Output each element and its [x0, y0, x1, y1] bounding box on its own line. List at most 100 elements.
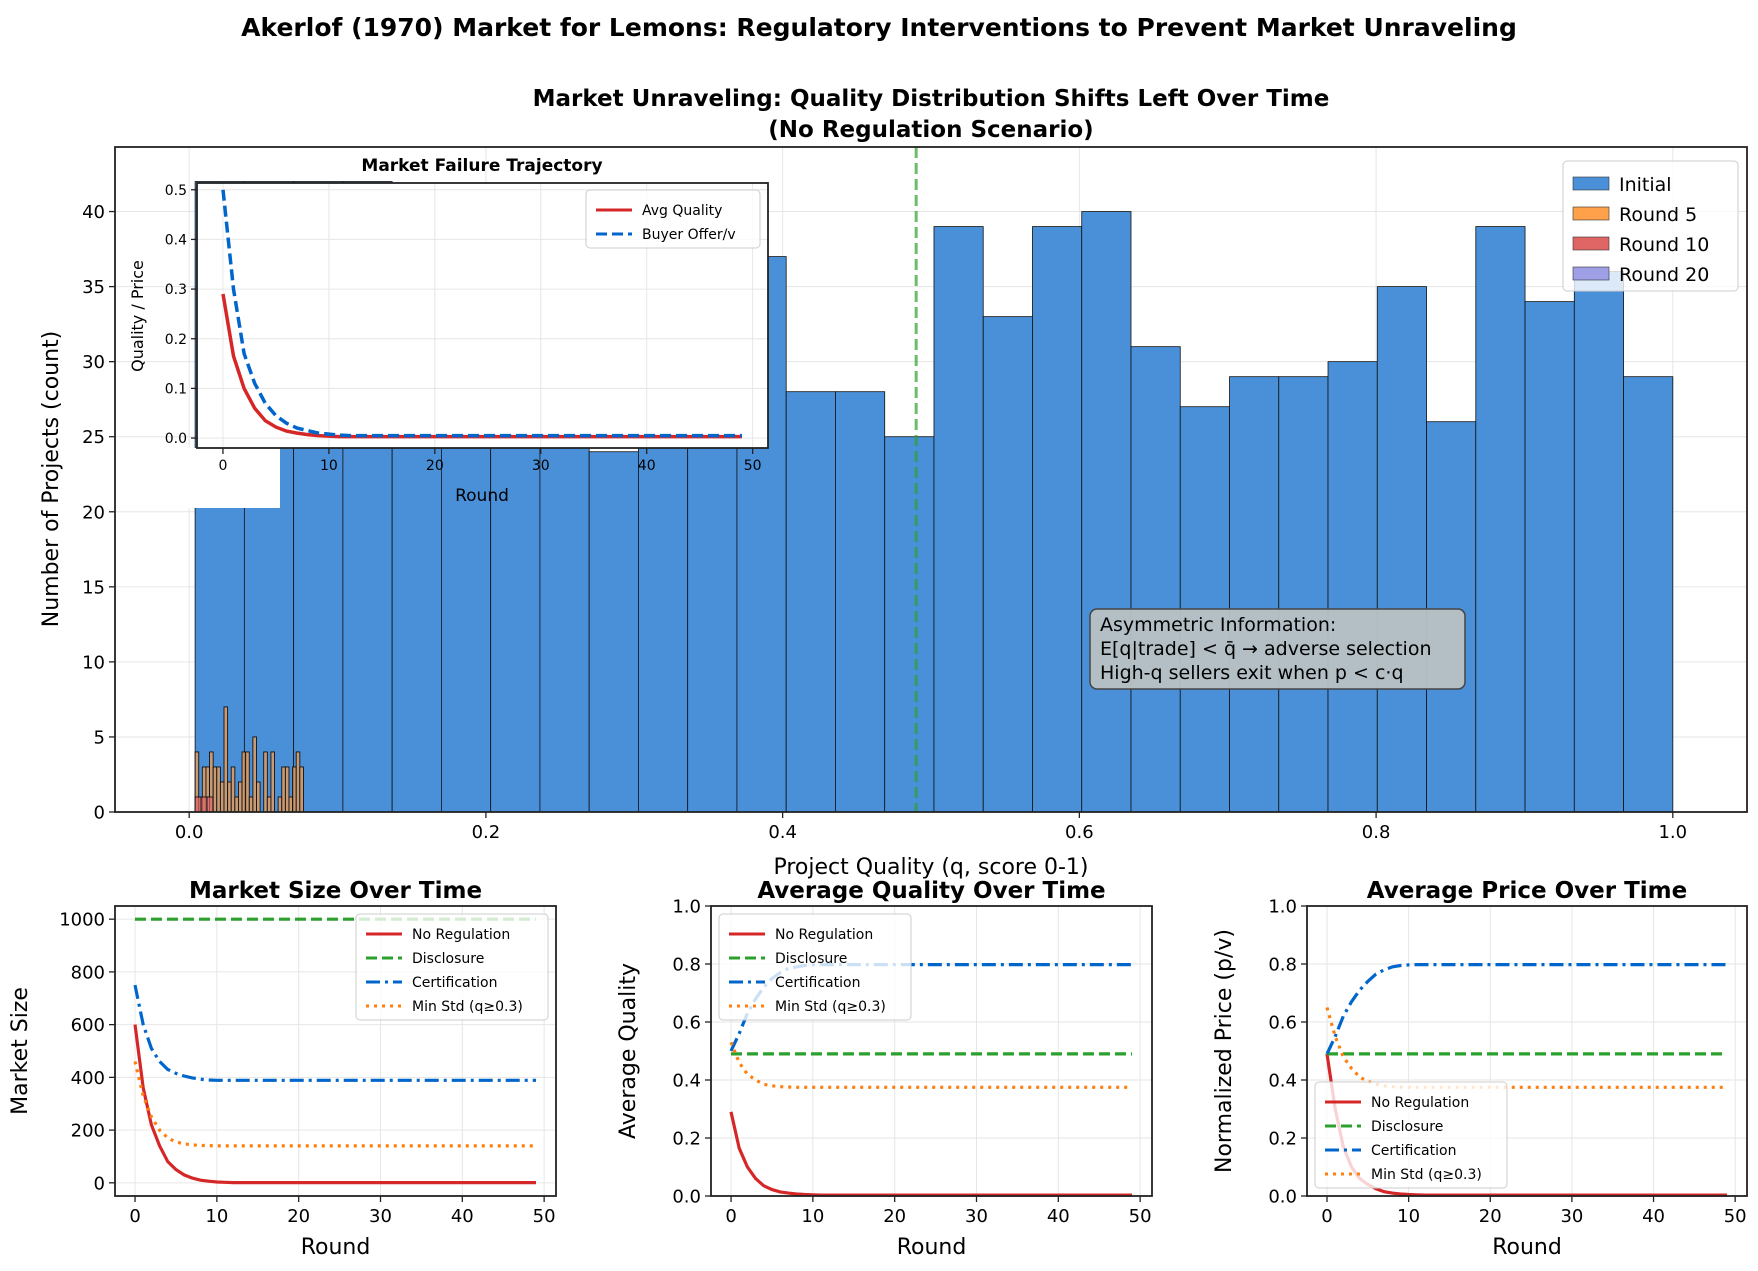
- y-tick-label: 0.6: [1268, 1012, 1297, 1033]
- annotation-box: [1089, 608, 1466, 690]
- histogram-bar-initial: [835, 391, 886, 813]
- legend-label: Disclosure: [775, 951, 847, 967]
- annotation-line: Asymmetric Information:: [1100, 614, 1336, 636]
- legend-label: Round 20: [1619, 264, 1709, 286]
- histogram-bar-round-5: [288, 796, 294, 813]
- series-line-buyer-offer-v: [221, 189, 742, 438]
- histogram-bar-initial: [1376, 286, 1427, 813]
- x-tick-label: 10: [205, 1206, 228, 1227]
- y-tick-label: 0.4: [1268, 1070, 1297, 1091]
- x-tick-label: 10: [1397, 1206, 1420, 1227]
- x-tick-label: 50: [1129, 1206, 1152, 1227]
- x-tick-label: 50: [533, 1206, 556, 1227]
- histogram-bar-round-5: [223, 706, 229, 813]
- legend-label: No Regulation: [1371, 1095, 1469, 1111]
- y-axis-label: Number of Projects (count): [39, 331, 64, 628]
- axes-frame: [114, 905, 557, 1197]
- legend-box: [1562, 160, 1739, 292]
- x-axis-label: Round: [301, 1235, 371, 1260]
- x-tick-label: 40: [451, 1206, 474, 1227]
- y-tick-label: 5: [94, 727, 105, 748]
- histogram-bar-round-5: [295, 751, 301, 813]
- legend-box: [1314, 1081, 1508, 1189]
- inset-trajectory-panel: 0 10 20 30 40 50 0.0 0.1 0.2 0.3 0.4 0.5 Market Fail…: [128, 156, 769, 508]
- y-axis-label: Normalized Price (p/v): [1212, 929, 1237, 1173]
- panel-title: Average Quality Over Time: [757, 878, 1105, 904]
- histogram-bar-round-5: [241, 751, 247, 813]
- histogram-bar-round-5: [248, 796, 254, 813]
- y-tick-label: 35: [82, 277, 105, 298]
- x-tick-label: 0: [129, 1206, 140, 1227]
- histogram-bar-round-5: [284, 766, 290, 813]
- legend-label: Disclosure: [412, 951, 484, 967]
- histogram-bar-initial: [1524, 301, 1575, 813]
- histogram-bar-initial: [1475, 226, 1526, 813]
- histogram-bar-round-5: [292, 766, 297, 813]
- series-line-avg-quality: [221, 293, 742, 439]
- x-tick-label: 40: [1642, 1206, 1665, 1227]
- annotation-line: High-q sellers exit when p < c·q: [1100, 662, 1404, 684]
- x-tick-label: 20: [426, 458, 444, 474]
- market-size-panel: 0 10 20 30 40 50 0 200 400 600 800 1000 Market Size …: [8, 878, 557, 1260]
- annotation-line: E[q|trade] < q̄ → adverse selection: [1100, 638, 1431, 660]
- y-tick-label: 30: [82, 352, 105, 373]
- axes-frame: [196, 182, 769, 449]
- y-tick-label: 0.2: [672, 1128, 701, 1149]
- average-quality-panel: 0 10 20 30 40 50 0.0 0.2 0.4 0.6 0.8 1.0 Average Qua…: [616, 878, 1153, 1260]
- histogram-bar-round-5: [281, 766, 286, 813]
- y-tick-label: 600: [71, 1015, 105, 1036]
- y-tick-label: 0.3: [165, 282, 187, 298]
- legend-label: Avg Quality: [642, 203, 722, 219]
- histogram-bar-round-5: [216, 766, 221, 813]
- x-tick-label: 20: [287, 1206, 310, 1227]
- legend-label: Initial: [1619, 174, 1672, 196]
- legend-box: [355, 913, 549, 1021]
- y-tick-label: 0.5: [165, 183, 187, 199]
- legend-swatch: [1572, 176, 1610, 191]
- y-tick-label: 0.4: [672, 1070, 701, 1091]
- y-tick-label: 200: [71, 1121, 105, 1142]
- x-tick-label: 40: [638, 458, 656, 474]
- legend-swatch: [1572, 206, 1610, 221]
- histogram-bar-round-5: [266, 796, 272, 813]
- histogram-bar-round-5: [219, 781, 225, 813]
- y-tick-label: 0.0: [672, 1186, 701, 1207]
- y-tick-label: 0.8: [672, 954, 701, 975]
- y-tick-label: 20: [82, 502, 105, 523]
- y-tick-label: 1.0: [1268, 896, 1297, 917]
- x-tick-label: 0.4: [768, 822, 797, 843]
- legend-label: Certification: [1371, 1143, 1456, 1159]
- histogram-bar-initial: [1081, 211, 1132, 813]
- histogram-bar-initial: [785, 391, 836, 813]
- x-tick-label: 20: [1479, 1206, 1502, 1227]
- x-tick-label: 30: [1560, 1206, 1583, 1227]
- legend-label: No Regulation: [412, 927, 510, 943]
- x-axis-label: Project Quality (q, score 0-1): [773, 855, 1088, 880]
- y-tick-label: 10: [82, 652, 105, 673]
- legend-label: No Regulation: [775, 927, 873, 943]
- main-title-line1: Market Unraveling: Quality Distribution …: [533, 86, 1330, 112]
- axes-frame: [710, 905, 1153, 1197]
- suptitle: Akerlof (1970) Market for Lemons: Regula…: [241, 13, 1517, 42]
- panel-title: Market Size Over Time: [189, 878, 482, 904]
- y-tick-label: 0.8: [1268, 954, 1297, 975]
- legend-swatch: [1572, 266, 1610, 281]
- histogram-bar-initial: [884, 436, 935, 813]
- axes-frame: [114, 146, 1748, 813]
- series-line-no-regulation: [133, 1024, 536, 1185]
- y-tick-label: 1000: [59, 910, 105, 931]
- histogram-bar-initial: [588, 451, 639, 813]
- panel-title: Average Price Over Time: [1367, 878, 1687, 904]
- y-axis-label: Average Quality: [616, 963, 641, 1139]
- histogram-bar-initial: [1229, 376, 1280, 813]
- y-tick-label: 400: [71, 1068, 105, 1089]
- y-tick-label: 0.0: [1268, 1186, 1297, 1207]
- x-tick-label: 1.0: [1658, 822, 1687, 843]
- x-tick-label: 30: [532, 458, 550, 474]
- x-tick-label: 50: [1724, 1206, 1747, 1227]
- inset-y-axis-label: Quality / Price: [128, 260, 147, 372]
- x-tick-label: 0: [1321, 1206, 1332, 1227]
- y-tick-label: 0.1: [165, 381, 187, 397]
- histogram-bar-round-10: [206, 796, 214, 813]
- y-tick-label: 0.0: [165, 431, 187, 447]
